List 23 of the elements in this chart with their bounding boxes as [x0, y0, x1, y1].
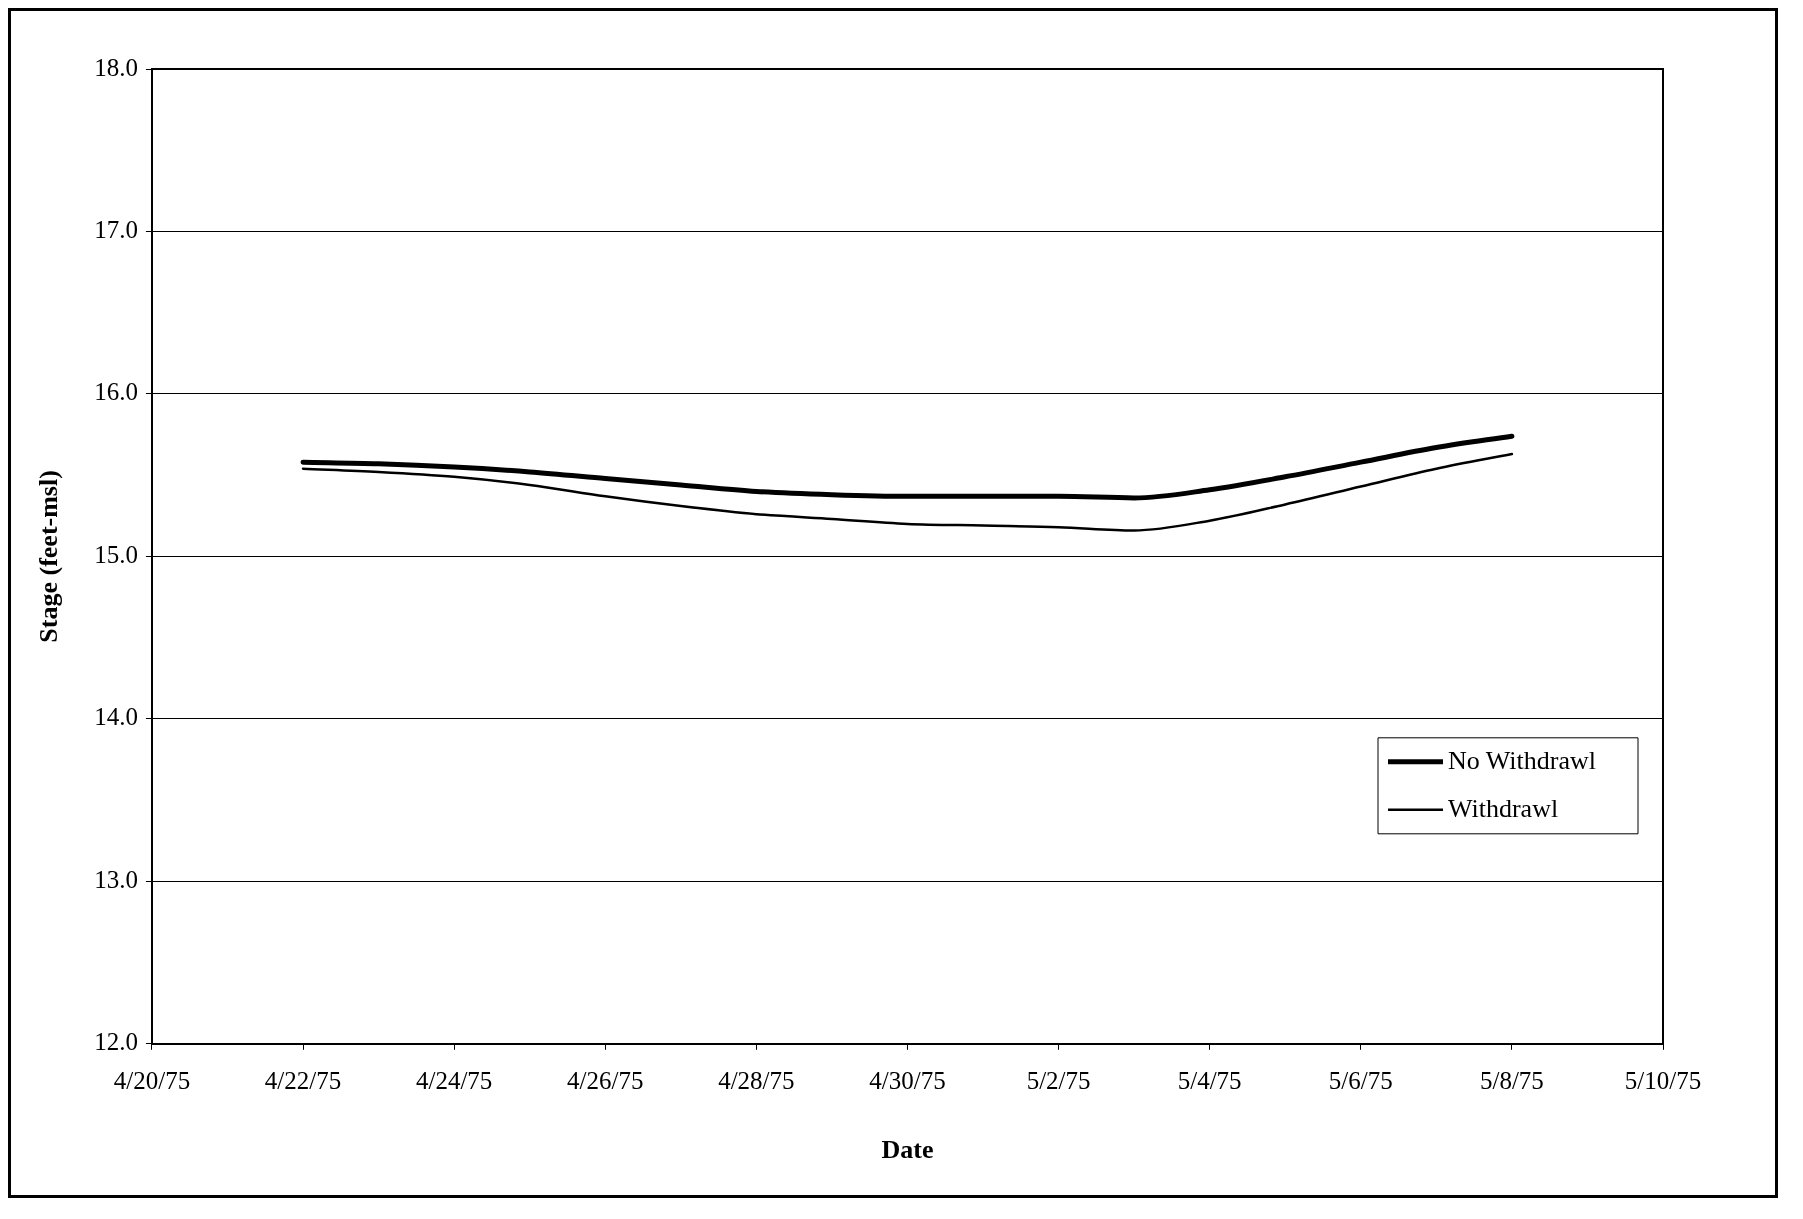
x-tick-label: 5/8/75 — [1479, 1067, 1544, 1095]
x-tick-label: 4/24/75 — [415, 1067, 493, 1095]
legend-label: No Withdrawl — [1448, 745, 1596, 775]
y-tick-label: 16.0 — [94, 378, 138, 406]
y-tick-label: 17.0 — [94, 216, 138, 244]
x-tick-label: 5/6/75 — [1328, 1067, 1393, 1095]
y-tick-label: 12.0 — [94, 1028, 138, 1056]
x-tick-label: 5/10/75 — [1624, 1067, 1702, 1095]
x-tick-label: 5/4/75 — [1177, 1067, 1242, 1095]
y-tick-label: 13.0 — [94, 865, 138, 893]
y-tick-label: 18.0 — [94, 53, 138, 81]
y-tick-label: 15.0 — [94, 540, 138, 568]
legend-label: Withdrawl — [1448, 793, 1559, 823]
line-series — [301, 452, 1514, 532]
x-tick-label: 4/28/75 — [718, 1067, 795, 1095]
x-axis-title: Date — [881, 1135, 934, 1165]
x-tick-label: 4/22/75 — [264, 1067, 342, 1095]
y-axis-title: Stage (feet-msl) — [34, 470, 64, 643]
x-tick-label: 5/2/75 — [1026, 1067, 1091, 1095]
x-tick-label: 4/20/75 — [113, 1067, 191, 1095]
y-tick-label: 14.0 — [94, 703, 138, 731]
x-tick-label: 4/30/75 — [869, 1067, 946, 1095]
x-tick-label: 4/26/75 — [567, 1067, 644, 1095]
